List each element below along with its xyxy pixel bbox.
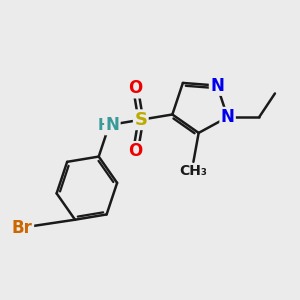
Text: H: H <box>98 118 111 133</box>
Text: N: N <box>221 108 235 126</box>
Text: N: N <box>105 116 119 134</box>
Text: Br: Br <box>12 219 33 237</box>
Text: S: S <box>134 111 147 129</box>
Text: O: O <box>128 79 143 97</box>
Text: CH₃: CH₃ <box>179 164 207 178</box>
Text: N: N <box>210 76 224 94</box>
Text: O: O <box>128 142 143 160</box>
